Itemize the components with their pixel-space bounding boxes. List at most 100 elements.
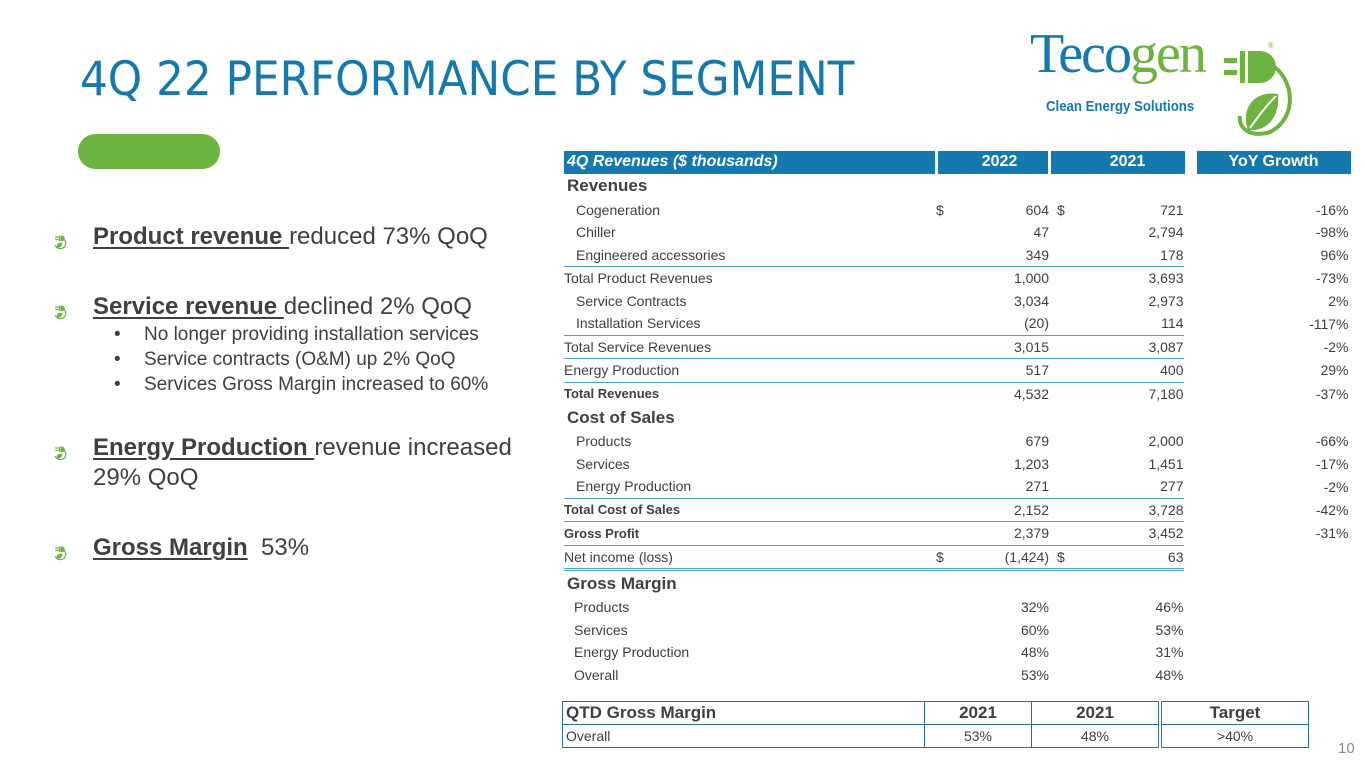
value-2022: (1,424) xyxy=(951,544,1049,571)
qtd-header-target: Target xyxy=(1159,701,1309,725)
header-yoy-growth: YoY Growth xyxy=(1197,151,1351,174)
qtd-row-year1: 53% xyxy=(924,724,1032,748)
table-row: Energy Production 48% 31% xyxy=(564,641,1351,664)
row-label: Products xyxy=(574,599,630,616)
currency-symbol xyxy=(1049,521,1073,545)
value-2022: 60% xyxy=(1020,621,1049,638)
bullet-item: Gross Margin 53% xyxy=(52,533,542,563)
table-row: Total Product Revenues 1,000 3,693 -73% xyxy=(564,266,1351,290)
currency-symbol: $ xyxy=(1049,544,1073,571)
yoy-growth xyxy=(1198,596,1351,619)
value-2022: 3,034 xyxy=(1013,292,1049,309)
bullet-text: 53% xyxy=(247,534,310,561)
bullet-head: Gross Margin xyxy=(93,534,248,561)
table-row: Net income (loss) $ (1,424) $63 xyxy=(564,544,1351,571)
row-label: Services xyxy=(576,455,630,472)
header-label: 4Q Revenues ($ thousands) xyxy=(564,151,936,174)
currency-symbol xyxy=(1049,290,1073,313)
qtd-header-row: QTD Gross Margin 2021 2021 Target xyxy=(562,701,1309,725)
currency-symbol xyxy=(936,596,952,619)
logo-tagline: Clean Energy Solutions xyxy=(1046,98,1195,115)
bullet-item: Service revenue declined 2% QoQ xyxy=(52,292,542,322)
currency-symbol xyxy=(1049,266,1073,290)
row-label: Energy Production xyxy=(576,478,692,495)
row-label: Energy Production xyxy=(564,358,936,382)
currency-symbol xyxy=(936,381,952,405)
value-2022: 48% xyxy=(1020,644,1049,661)
sub-bullet-item: Services Gross Margin increased to 60% xyxy=(52,372,542,397)
table-row: Service Contracts 3,034 2,973 2% xyxy=(564,290,1351,313)
value-2022: 604 xyxy=(1025,201,1049,218)
row-label: Total Service Revenues xyxy=(564,334,936,359)
qtd-header-year1: 2021 xyxy=(924,701,1032,725)
table-row: Energy Production 271 277 -2% xyxy=(564,475,1351,498)
table-row: Cogeneration $604 $721 -16% xyxy=(564,199,1351,222)
yoy-growth: -31% xyxy=(1315,525,1349,542)
row-label: Total Cost of Sales xyxy=(564,497,936,522)
svg-text:®: ® xyxy=(1268,41,1274,50)
currency-symbol xyxy=(1049,664,1073,687)
plug-leaf-bullet-icon xyxy=(52,228,72,250)
bullet-head: Energy Production xyxy=(93,434,315,461)
currency-symbol xyxy=(936,312,952,335)
qtd-row: Overall 53% 48% >40% xyxy=(562,724,1309,748)
yoy-growth: -117% xyxy=(1309,315,1349,332)
table-row: Energy Production 517 400 29% xyxy=(564,358,1351,382)
value-2022: 2,379 xyxy=(951,521,1049,545)
revenue-table: 4Q Revenues ($ thousands) 2022 2021 YoY … xyxy=(564,151,1351,686)
table-row: Total Revenues 4,532 7,180 -37% xyxy=(564,381,1351,405)
value-2021: 3,693 xyxy=(1072,266,1184,290)
table-header-row: 4Q Revenues ($ thousands) 2022 2021 YoY … xyxy=(564,151,1351,174)
value-2021: 2,794 xyxy=(1148,224,1184,241)
currency-symbol xyxy=(936,244,952,267)
table-row: Engineered accessories 349 178 96% xyxy=(564,244,1351,267)
value-2021: 63 xyxy=(1072,544,1184,571)
plug-leaf-icon: ® xyxy=(1224,41,1292,136)
yoy-growth xyxy=(1198,545,1351,570)
value-2021: 400 xyxy=(1072,358,1184,382)
yoy-growth: 29% xyxy=(1320,362,1349,379)
table-row: Chiller 47 2,794 -98% xyxy=(564,221,1351,244)
currency-symbol xyxy=(936,334,952,359)
value-2022: (20) xyxy=(1024,315,1049,332)
currency-symbol xyxy=(1049,334,1073,359)
table-row: Total Service Revenues 3,015 3,087 -2% xyxy=(564,334,1351,359)
bullet-text: revenue increased 29% QoQ xyxy=(93,434,519,491)
value-2022: 4,532 xyxy=(951,381,1049,405)
value-2021: 3,087 xyxy=(1072,334,1184,359)
value-2021: 53% xyxy=(1155,621,1184,638)
qtd-row-label: Overall xyxy=(562,724,925,748)
currency-symbol xyxy=(936,641,952,664)
value-2022: 3,015 xyxy=(951,334,1049,359)
value-2022: 271 xyxy=(1025,478,1049,495)
table-row: Products 679 2,000 -66% xyxy=(564,430,1351,453)
yoy-growth: -37% xyxy=(1315,385,1349,402)
qtd-row-target: >40% xyxy=(1159,724,1309,748)
logo-wordmark: Tecogen xyxy=(1030,23,1207,85)
value-2022: 517 xyxy=(951,358,1049,382)
currency-symbol xyxy=(936,521,952,545)
currency-symbol xyxy=(1049,475,1073,498)
table-row: Services 1,203 1,451 -17% xyxy=(564,453,1351,476)
value-2021: 114 xyxy=(1161,315,1184,332)
value-2022: 2,152 xyxy=(951,497,1049,522)
currency-symbol xyxy=(1049,358,1073,382)
section-header-row: Gross Margin xyxy=(564,570,1351,597)
currency-symbol xyxy=(1049,244,1073,267)
currency-symbol xyxy=(936,430,952,453)
row-label: Engineered accessories xyxy=(576,246,726,263)
row-label: Overall xyxy=(574,666,619,683)
currency-symbol xyxy=(1049,596,1073,619)
yoy-growth xyxy=(1198,664,1351,687)
value-2021: 31% xyxy=(1155,644,1184,661)
row-label: Services xyxy=(574,621,628,638)
currency-symbol: $ xyxy=(936,201,944,218)
bullet-head: Service revenue xyxy=(93,293,284,320)
yoy-growth: -16% xyxy=(1315,201,1349,218)
currency-symbol xyxy=(1049,497,1073,522)
page-number: 10 xyxy=(1338,740,1355,757)
yoy-growth xyxy=(1198,619,1351,642)
value-2022: 32% xyxy=(1020,599,1049,616)
yoy-growth: -66% xyxy=(1315,433,1349,450)
bullet-head: Product revenue xyxy=(93,223,290,250)
